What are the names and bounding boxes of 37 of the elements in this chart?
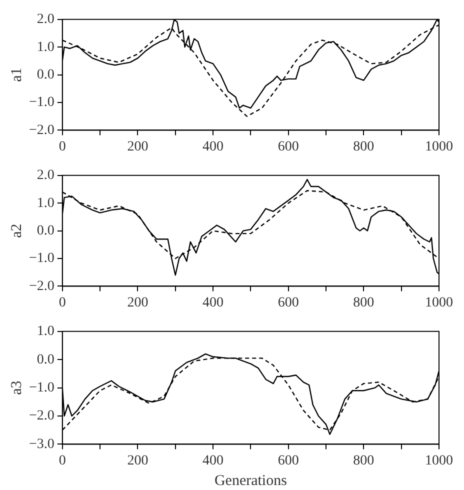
x-tick-label: 1000 xyxy=(425,453,453,468)
x-axis-title: Generations xyxy=(214,472,288,489)
x-tick-label: 0 xyxy=(58,139,66,154)
x-tick-label: 600 xyxy=(278,139,299,154)
x-tick-label: 1000 xyxy=(425,139,453,154)
y-tick-label: 0.0 xyxy=(36,352,54,368)
x-tick-label: 200 xyxy=(127,139,148,154)
y-axis-title: a1 xyxy=(8,68,25,82)
x-tick-label: 600 xyxy=(278,453,299,468)
y-tick-label: 1.0 xyxy=(36,196,54,211)
y-tick-label: −3.0 xyxy=(28,436,54,452)
y-tick-label: −2.0 xyxy=(28,122,54,138)
x-tick-label: 200 xyxy=(127,295,148,310)
x-tick-label: 600 xyxy=(278,295,299,310)
y-tick-label: 1.0 xyxy=(36,40,54,55)
y-tick-label: −2.0 xyxy=(28,278,54,294)
y-tick-label: −1.0 xyxy=(28,380,54,396)
y-tick-label: 0.0 xyxy=(36,223,54,238)
x-tick-label: 0 xyxy=(58,295,66,310)
x-tick-label: 400 xyxy=(202,139,224,154)
y-tick-label: 1.0 xyxy=(36,324,54,340)
y-tick-label: 2.0 xyxy=(36,12,54,28)
y-tick-label: −1.0 xyxy=(28,251,54,266)
x-tick-label: 400 xyxy=(202,453,224,468)
x-tick-label: 800 xyxy=(353,453,374,468)
x-tick-label: 0 xyxy=(58,453,66,468)
y-tick-label: 0.0 xyxy=(36,67,54,82)
y-axis-title: a3 xyxy=(8,380,25,395)
x-tick-label: 200 xyxy=(127,453,148,468)
y-tick-label: −2.0 xyxy=(28,408,54,424)
x-tick-label: 800 xyxy=(353,139,374,154)
y-axis-title: a2 xyxy=(8,224,25,238)
x-tick-label: 800 xyxy=(353,295,374,310)
x-tick-label: 1000 xyxy=(425,295,453,310)
y-tick-label: 2.0 xyxy=(36,168,54,184)
y-tick-label: −1.0 xyxy=(28,95,54,110)
x-tick-label: 400 xyxy=(202,295,224,310)
